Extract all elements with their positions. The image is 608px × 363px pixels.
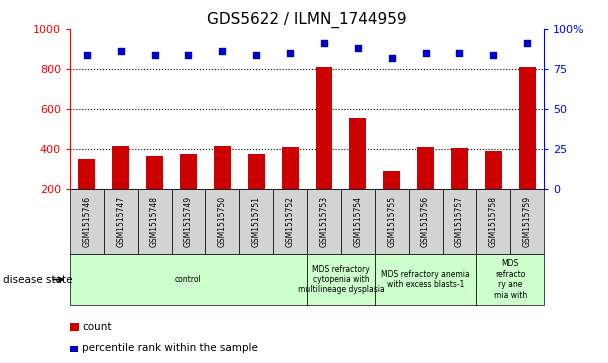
Text: disease state: disease state xyxy=(3,274,72,285)
Text: GSM1515753: GSM1515753 xyxy=(319,196,328,247)
Text: GSM1515756: GSM1515756 xyxy=(421,196,430,247)
Bar xyxy=(214,146,231,189)
Text: GSM1515746: GSM1515746 xyxy=(82,196,91,247)
FancyBboxPatch shape xyxy=(477,254,544,305)
FancyBboxPatch shape xyxy=(137,189,171,254)
Text: GSM1515747: GSM1515747 xyxy=(116,196,125,247)
Point xyxy=(116,49,126,54)
Text: MDS
refracto
ry ane
mia with: MDS refracto ry ane mia with xyxy=(494,260,527,299)
Bar xyxy=(383,171,400,189)
Point xyxy=(82,52,92,57)
Bar xyxy=(112,146,129,189)
Text: GSM1515749: GSM1515749 xyxy=(184,196,193,247)
Bar xyxy=(485,151,502,189)
Text: GSM1515754: GSM1515754 xyxy=(353,196,362,247)
Text: GSM1515751: GSM1515751 xyxy=(252,196,261,247)
Bar xyxy=(282,147,299,189)
Point xyxy=(285,50,295,56)
Point xyxy=(488,52,498,57)
FancyBboxPatch shape xyxy=(477,189,510,254)
Point xyxy=(184,52,193,57)
FancyBboxPatch shape xyxy=(307,254,375,305)
Text: GSM1515757: GSM1515757 xyxy=(455,196,464,247)
Text: GSM1515750: GSM1515750 xyxy=(218,196,227,247)
FancyBboxPatch shape xyxy=(375,254,477,305)
Title: GDS5622 / ILMN_1744959: GDS5622 / ILMN_1744959 xyxy=(207,12,407,28)
Bar xyxy=(316,67,333,189)
Text: control: control xyxy=(175,275,202,284)
Bar xyxy=(78,159,95,189)
Bar xyxy=(146,156,163,189)
FancyBboxPatch shape xyxy=(443,189,477,254)
Bar xyxy=(248,154,264,189)
Bar xyxy=(350,118,366,189)
Text: GSM1515755: GSM1515755 xyxy=(387,196,396,247)
Bar xyxy=(519,67,536,189)
FancyBboxPatch shape xyxy=(273,189,307,254)
FancyBboxPatch shape xyxy=(375,189,409,254)
Text: GSM1515748: GSM1515748 xyxy=(150,196,159,247)
FancyBboxPatch shape xyxy=(70,254,307,305)
Text: count: count xyxy=(82,322,112,332)
Point xyxy=(522,41,532,46)
Point xyxy=(421,50,430,56)
Text: MDS refractory anemia
with excess blasts-1: MDS refractory anemia with excess blasts… xyxy=(381,270,470,289)
FancyBboxPatch shape xyxy=(171,189,206,254)
FancyBboxPatch shape xyxy=(70,189,104,254)
Text: GSM1515759: GSM1515759 xyxy=(523,196,532,247)
Point xyxy=(455,50,465,56)
Point xyxy=(218,49,227,54)
Text: MDS refractory
cytopenia with
multilineage dysplasia: MDS refractory cytopenia with multilinea… xyxy=(297,265,384,294)
Point xyxy=(150,52,159,57)
FancyBboxPatch shape xyxy=(510,189,544,254)
FancyBboxPatch shape xyxy=(240,189,273,254)
Text: GSM1515752: GSM1515752 xyxy=(286,196,295,247)
FancyBboxPatch shape xyxy=(341,189,375,254)
FancyBboxPatch shape xyxy=(307,189,341,254)
Bar xyxy=(451,148,468,189)
Bar xyxy=(180,154,197,189)
Point xyxy=(319,41,329,46)
Point xyxy=(353,45,363,51)
Point xyxy=(387,55,396,61)
Point xyxy=(251,52,261,57)
FancyBboxPatch shape xyxy=(206,189,240,254)
FancyBboxPatch shape xyxy=(409,189,443,254)
Text: GSM1515758: GSM1515758 xyxy=(489,196,498,247)
Bar xyxy=(417,147,434,189)
Text: percentile rank within the sample: percentile rank within the sample xyxy=(82,343,258,354)
FancyBboxPatch shape xyxy=(104,189,137,254)
